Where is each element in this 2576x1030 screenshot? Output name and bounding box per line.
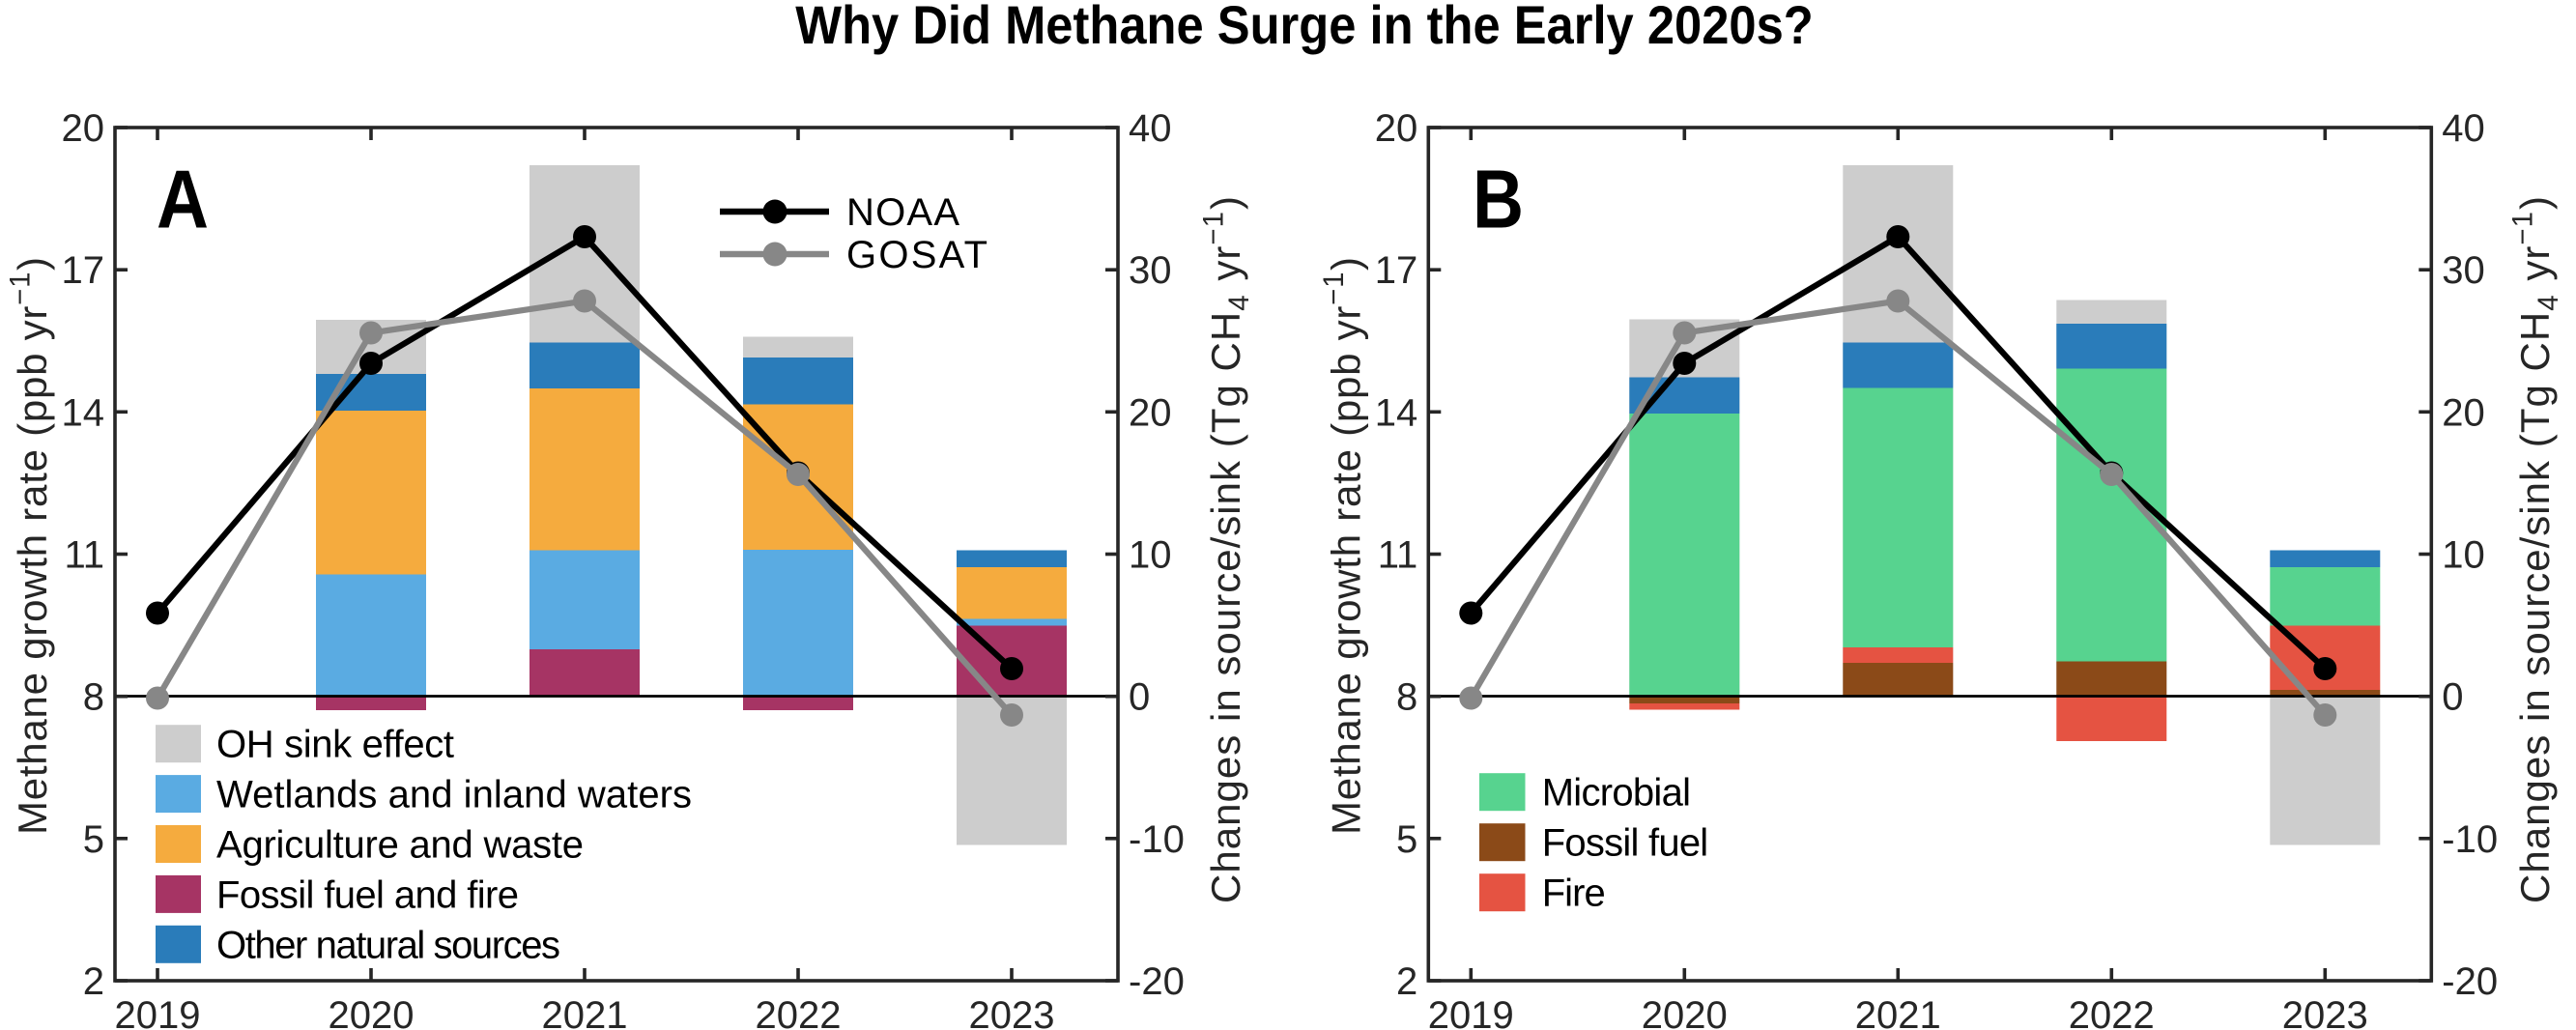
svg-text:Why Did Methane Surge in the E: Why Did Methane Surge in the Early 2020s… xyxy=(795,0,1814,55)
svg-text:30: 30 xyxy=(2442,249,2485,292)
svg-text:-20: -20 xyxy=(1129,960,1185,1003)
svg-text:20: 20 xyxy=(1375,107,1418,150)
svg-text:20: 20 xyxy=(1129,391,1172,434)
svg-text:0: 0 xyxy=(2442,676,2463,719)
svg-text:10: 10 xyxy=(1129,534,1172,577)
svg-text:14: 14 xyxy=(1375,391,1418,434)
svg-text:B: B xyxy=(1473,155,1524,246)
svg-text:2: 2 xyxy=(83,960,104,1003)
svg-text:5: 5 xyxy=(83,818,104,861)
svg-text:17: 17 xyxy=(62,249,105,292)
svg-text:NOAA: NOAA xyxy=(846,191,959,234)
svg-text:2023: 2023 xyxy=(969,994,1055,1030)
svg-text:Methane growth rate (ppb yr−1​: Methane growth rate (ppb yr−1​) xyxy=(1318,257,1369,835)
svg-text:11: 11 xyxy=(1378,534,1418,577)
svg-text:0: 0 xyxy=(1129,676,1150,719)
svg-text:Methane growth rate (ppb yr−1​: Methane growth rate (ppb yr−1​) xyxy=(5,257,56,835)
svg-text:-10: -10 xyxy=(2442,818,2498,861)
svg-text:8: 8 xyxy=(83,676,104,719)
svg-text:2022: 2022 xyxy=(2069,994,2155,1030)
svg-text:20: 20 xyxy=(2442,391,2485,434)
svg-text:40: 40 xyxy=(2442,107,2485,150)
svg-text:2019: 2019 xyxy=(1428,994,1514,1030)
svg-text:OH sink effect: OH sink effect xyxy=(216,724,454,766)
svg-text:-10: -10 xyxy=(1129,818,1185,861)
svg-text:14: 14 xyxy=(62,391,105,434)
svg-text:30: 30 xyxy=(1129,249,1172,292)
svg-text:10: 10 xyxy=(2442,534,2485,577)
svg-text:17: 17 xyxy=(1375,249,1418,292)
svg-text:Changes in source/sink (Tg CH4: Changes in source/sink (Tg CH4​ yr−1​) xyxy=(2506,196,2564,903)
svg-text:Other natural sources: Other natural sources xyxy=(216,924,560,966)
svg-text:Microbial: Microbial xyxy=(1542,772,1691,815)
svg-text:2022: 2022 xyxy=(756,994,842,1030)
svg-text:20: 20 xyxy=(62,107,105,150)
svg-text:GOSAT: GOSAT xyxy=(846,234,987,276)
svg-text:5: 5 xyxy=(1396,818,1417,861)
svg-text:2019: 2019 xyxy=(115,994,201,1030)
svg-text:2: 2 xyxy=(1396,960,1417,1003)
svg-text:-20: -20 xyxy=(2442,960,2498,1003)
svg-text:2023: 2023 xyxy=(2282,994,2368,1030)
svg-text:Fossil fuel: Fossil fuel xyxy=(1542,822,1709,865)
svg-text:Fossil fuel and fire: Fossil fuel and fire xyxy=(216,873,519,916)
svg-text:2020: 2020 xyxy=(1642,994,1728,1030)
svg-text:Fire: Fire xyxy=(1542,873,1606,915)
svg-text:2021: 2021 xyxy=(1855,994,1941,1030)
svg-text:2021: 2021 xyxy=(542,994,628,1030)
svg-text:A: A xyxy=(157,155,209,246)
svg-text:Agriculture and waste: Agriculture and waste xyxy=(216,824,584,867)
svg-text:Wetlands and inland waters: Wetlands and inland waters xyxy=(216,774,692,816)
svg-text:40: 40 xyxy=(1129,107,1172,150)
svg-text:8: 8 xyxy=(1396,676,1417,719)
svg-text:11: 11 xyxy=(64,534,104,577)
svg-text:Changes in source/sink (Tg CH4: Changes in source/sink (Tg CH4​ yr−1​) xyxy=(1197,196,1255,903)
svg-text:2020: 2020 xyxy=(329,994,415,1030)
